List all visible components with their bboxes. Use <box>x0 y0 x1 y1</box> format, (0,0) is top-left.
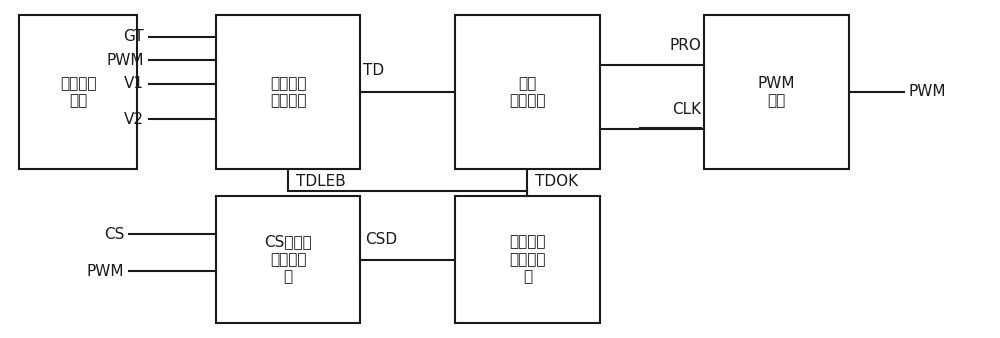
Text: PRO: PRO <box>670 38 701 53</box>
Text: 逻辑
判断电路: 逻辑 判断电路 <box>509 76 546 108</box>
Text: CLK: CLK <box>672 102 701 117</box>
Text: TDLEB: TDLEB <box>296 174 346 189</box>
Text: V1: V1 <box>124 76 144 91</box>
Text: GT: GT <box>123 29 144 44</box>
FancyBboxPatch shape <box>455 15 600 169</box>
Text: 自适应退
磁比较时
间: 自适应退 磁比较时 间 <box>509 235 546 284</box>
Text: PWM: PWM <box>909 84 946 99</box>
Text: CS: CS <box>104 227 124 242</box>
Text: PWM: PWM <box>87 264 124 279</box>
FancyBboxPatch shape <box>19 15 137 169</box>
FancyBboxPatch shape <box>216 15 360 169</box>
Text: PWM
逻辑: PWM 逻辑 <box>758 76 795 108</box>
FancyBboxPatch shape <box>455 196 600 323</box>
FancyBboxPatch shape <box>216 196 360 323</box>
Text: TD: TD <box>363 64 385 78</box>
Text: CS峰值采
样保持电
路: CS峰值采 样保持电 路 <box>264 235 312 284</box>
Text: 带隙基准
电路: 带隙基准 电路 <box>60 76 96 108</box>
Text: 退磁时间
检测电路: 退磁时间 检测电路 <box>270 76 306 108</box>
FancyBboxPatch shape <box>704 15 849 169</box>
Text: TDOK: TDOK <box>535 174 579 189</box>
Text: CSD: CSD <box>365 232 398 247</box>
Text: V2: V2 <box>124 112 144 127</box>
Text: PWM: PWM <box>106 52 144 68</box>
